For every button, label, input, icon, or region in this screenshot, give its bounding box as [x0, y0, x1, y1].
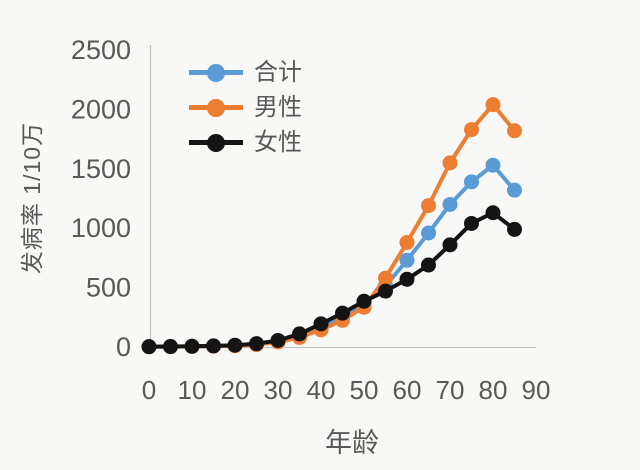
series-point-female	[378, 283, 393, 299]
legend-label-female: 女性	[254, 128, 302, 156]
series-point-male	[421, 198, 436, 214]
series-point-female	[485, 205, 501, 221]
series-point-female	[292, 326, 307, 342]
series-point-female	[270, 332, 286, 348]
y-tick-label: 1000	[71, 213, 131, 243]
series-point-male	[442, 155, 458, 171]
x-tick-label: 80	[479, 375, 508, 405]
series-point-female	[313, 316, 329, 332]
series-point-female	[227, 337, 243, 353]
series-point-female	[399, 271, 415, 287]
series-point-total	[421, 225, 436, 241]
series-point-total	[442, 196, 458, 212]
y-axis-title: 发病率 1/10万	[19, 121, 45, 275]
series-point-female	[464, 215, 479, 231]
legend-marker-female	[189, 133, 243, 153]
series-point-female	[507, 221, 522, 237]
y-tick-label: 0	[116, 332, 131, 362]
series-point-female	[442, 237, 458, 253]
x-axis-title: 年龄	[325, 428, 379, 458]
series-point-female	[206, 338, 221, 354]
series-point-total	[485, 157, 501, 173]
x-tick-label: 20	[221, 375, 250, 405]
y-tick-label: 500	[86, 273, 131, 303]
legend-item-female: 女性	[189, 125, 302, 160]
x-tick-label: 60	[393, 375, 422, 405]
series-point-total	[507, 182, 522, 198]
legend-label-male: 男性	[254, 93, 302, 121]
legend-marker-total	[189, 63, 243, 83]
legend-item-total: 合计	[189, 55, 302, 90]
series-point-total	[464, 174, 479, 190]
y-tick-label: 1500	[71, 154, 131, 184]
series-point-male	[485, 97, 501, 113]
series-point-male	[399, 234, 415, 250]
legend-marker-male	[189, 98, 243, 118]
x-tick-label: 90	[522, 375, 551, 405]
y-tick-label: 2500	[71, 35, 131, 65]
x-tick-label: 40	[307, 375, 336, 405]
x-tick-label: 70	[436, 375, 465, 405]
x-tick-label: 0	[142, 375, 156, 405]
series-point-female	[184, 338, 200, 354]
series-point-female	[141, 339, 157, 355]
legend-label-total: 合计	[254, 58, 302, 86]
series-point-female	[163, 339, 178, 355]
series-point-female	[249, 336, 264, 352]
legend: 合计 男性 女性	[189, 55, 302, 160]
series-point-female	[356, 293, 372, 309]
series-point-female	[421, 257, 436, 273]
series-point-total	[399, 252, 415, 268]
legend-item-male: 男性	[189, 90, 302, 125]
x-tick-label: 50	[350, 375, 379, 405]
series-point-male	[507, 123, 522, 139]
series-point-male	[378, 270, 393, 286]
series-point-female	[335, 305, 350, 321]
x-tick-label: 10	[178, 375, 207, 405]
x-tick-label: 30	[264, 375, 293, 405]
y-tick-label: 2000	[71, 94, 131, 124]
series-point-male	[464, 122, 479, 138]
